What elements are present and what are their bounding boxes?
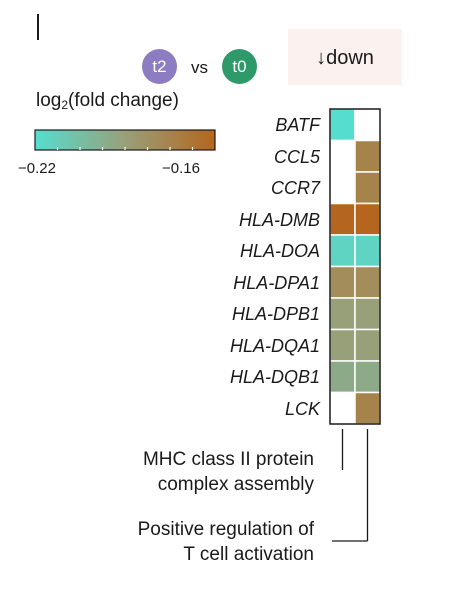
heatmap-cell-hla-dqb1-1 [329, 360, 356, 394]
term-label-mhc: MHC class II protein complex assembly [60, 447, 314, 497]
colorbar-max-label: −0.16 [162, 160, 200, 177]
colorbar-title: log2(fold change) [36, 90, 179, 112]
colorbar-min-label: −0.22 [18, 160, 56, 177]
term-mhc-line1: MHC class II protein [142, 449, 314, 470]
colorbar [34, 129, 216, 151]
heatmap-cell-hla-dqa1-1 [329, 328, 356, 362]
gene-label-hla-dqb1: HLA-DQB1 [229, 367, 320, 387]
heatmap-cell-hla-dmb-1 [329, 202, 356, 236]
t0-label: t0 [232, 57, 247, 76]
heatmap-cell-hla-doa-1 [329, 234, 356, 268]
heatmap-cell-hla-dqa1-2 [354, 328, 381, 362]
heatmap-cell-hla-dpa1-2 [354, 265, 381, 299]
t0-badge: t0 [222, 49, 257, 84]
direction-box [288, 29, 402, 85]
t2-badge: t2 [142, 49, 177, 84]
heatmap-cell-hla-dqb1-2 [354, 360, 381, 394]
heatmap-cell-ccr7-1 [329, 171, 356, 205]
colorbar-title-subscript: 2 [61, 98, 69, 112]
heatmap-cell-batf-2 [354, 108, 381, 142]
gene-label-hla-doa: HLA-DOA [239, 241, 320, 261]
heatmap-cell-ccl5-2 [354, 139, 381, 173]
gene-label-batf: BATF [275, 115, 320, 135]
heatmap-border [329, 108, 381, 425]
colorbar-title-suffix: (fold change) [68, 90, 179, 111]
heatmap-cell-hla-dpa1-1 [329, 265, 356, 299]
gene-label-lck: LCK [284, 398, 320, 419]
colorbar-title-prefix: log [36, 90, 62, 111]
text-cursor [37, 14, 39, 40]
term-mhc-line2: complex assembly [157, 474, 314, 495]
heatmap-cell-hla-dmb-2 [354, 202, 381, 236]
gene-label-ccl5: CCL5 [273, 146, 320, 167]
gene-label-hla-dpa1: HLA-DPA1 [233, 272, 320, 293]
term-tcell-line1: Positive regulation of [137, 519, 314, 540]
vs-label: vs [191, 58, 208, 77]
heatmap-cell-lck-2 [354, 391, 381, 425]
gene-label-hla-dqa1: HLA-DQA1 [229, 335, 320, 356]
colorbar-ticks [56, 147, 194, 150]
term-tcell-line2: T cell activation [183, 544, 314, 565]
gene-label-hla-dpb1: HLA-DPB1 [231, 304, 320, 324]
heatmap-cell-hla-dpb1-2 [354, 297, 381, 331]
heatmap-cell-hla-doa-2 [354, 234, 381, 268]
term-label-tcell: Positive regulation of T cell activation [40, 517, 314, 567]
heatmap-cell-ccl5-1 [329, 139, 356, 173]
gene-label-ccr7: CCR7 [270, 178, 320, 198]
heatmap-cell-lck-1 [329, 391, 356, 425]
direction-label: ↓down [316, 47, 374, 69]
heatmap-cell-batf-1 [329, 108, 356, 142]
heatmap-cell-hla-dpb1-1 [329, 297, 356, 331]
gene-label-hla-dmb: HLA-DMB [238, 209, 320, 230]
t2-label: t2 [152, 57, 167, 76]
heatmap-cell-ccr7-2 [354, 171, 381, 205]
